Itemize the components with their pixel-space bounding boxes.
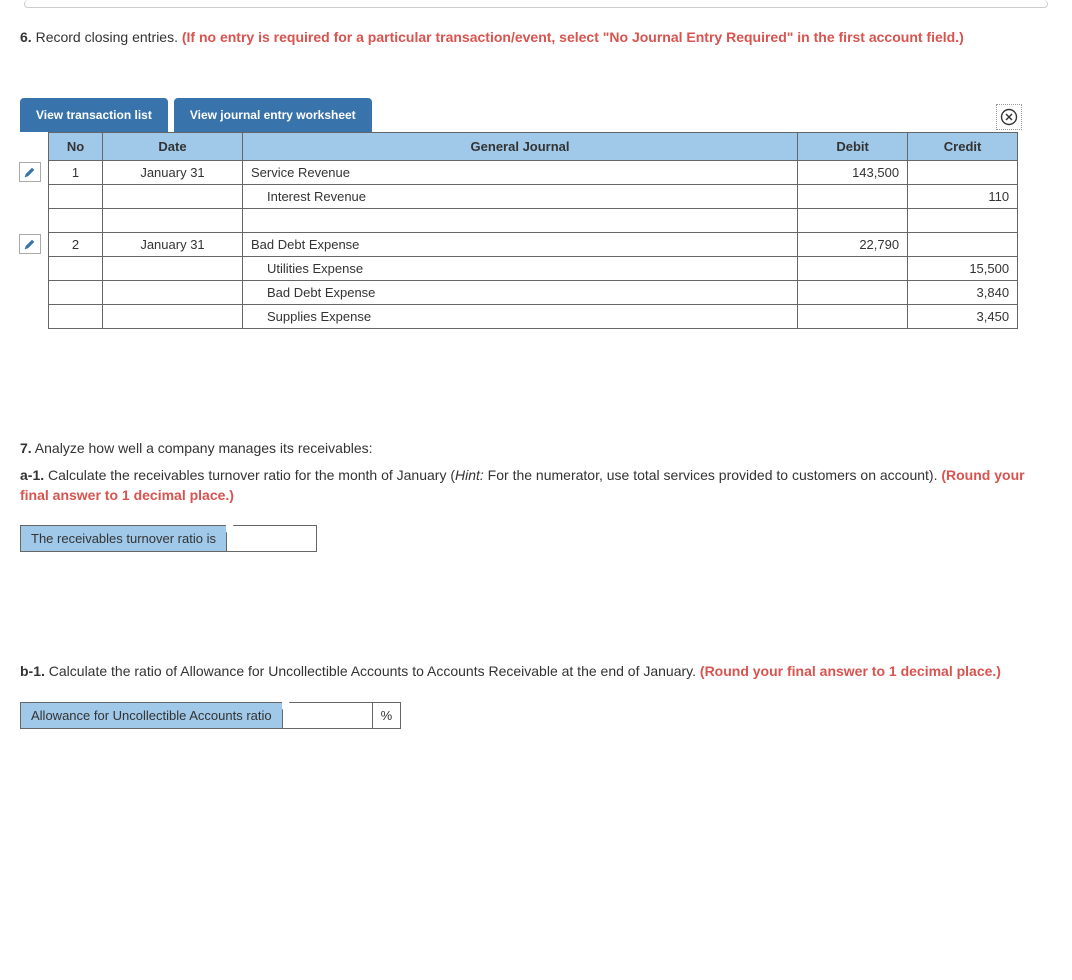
cell-general-journal[interactable]: Supplies Expense (243, 304, 798, 328)
view-transaction-list-button[interactable]: View transaction list (20, 98, 168, 132)
b1-answer-row: Allowance for Uncollectible Accounts rat… (20, 702, 401, 729)
cell-credit[interactable] (908, 232, 1018, 256)
cell-debit[interactable]: 22,790 (798, 232, 908, 256)
cell-date: January 31 (103, 160, 243, 184)
cell-no (49, 208, 103, 232)
question-b1-text: b-1. Calculate the ratio of Allowance fo… (20, 662, 1052, 682)
a1-post: For the numerator, use total services pr… (484, 467, 942, 483)
question-6-text: 6. Record closing entries. (If no entry … (20, 28, 1052, 48)
cell-credit[interactable]: 3,840 (908, 280, 1018, 304)
q6-red-instruction: (If no entry is required for a particula… (182, 29, 964, 45)
header-date: Date (103, 132, 243, 160)
cell-date (103, 184, 243, 208)
edit-row-button[interactable] (19, 234, 41, 254)
table-row: 2January 31Bad Debt Expense22,790 (49, 232, 1018, 256)
close-icon[interactable] (996, 104, 1022, 130)
cell-no (49, 304, 103, 328)
a1-label: a-1. (20, 467, 44, 483)
a1-answer-input[interactable] (227, 525, 317, 552)
b1-body: Calculate the ratio of Allowance for Unc… (45, 663, 700, 679)
table-row: 1January 31Service Revenue143,500 (49, 160, 1018, 184)
table-row: Interest Revenue 110 (49, 184, 1018, 208)
b1-answer-input[interactable] (283, 702, 373, 729)
journal-table: No Date General Journal Debit Credit 1Ja… (48, 132, 1018, 329)
header-debit: Debit (798, 132, 908, 160)
header-general-journal: General Journal (243, 132, 798, 160)
cell-no (49, 256, 103, 280)
question-a1-text: a-1. Calculate the receivables turnover … (20, 466, 1052, 505)
cell-credit[interactable] (908, 160, 1018, 184)
view-journal-entry-worksheet-button[interactable]: View journal entry worksheet (174, 98, 372, 132)
cell-credit[interactable] (908, 208, 1018, 232)
cell-date (103, 280, 243, 304)
cell-debit[interactable] (798, 208, 908, 232)
cell-credit[interactable]: 15,500 (908, 256, 1018, 280)
header-no: No (49, 132, 103, 160)
a1-answer-label: The receivables turnover ratio is (20, 525, 227, 552)
b1-label: b-1. (20, 663, 45, 679)
cell-no: 2 (49, 232, 103, 256)
cell-general-journal[interactable]: Service Revenue (243, 160, 798, 184)
cell-debit[interactable] (798, 304, 908, 328)
cell-date: January 31 (103, 232, 243, 256)
b1-answer-label: Allowance for Uncollectible Accounts rat… (20, 702, 283, 729)
q7-number: 7. (20, 440, 32, 456)
table-row: Bad Debt Expense 3,840 (49, 280, 1018, 304)
cell-debit[interactable] (798, 184, 908, 208)
cell-debit[interactable] (798, 280, 908, 304)
cell-no (49, 184, 103, 208)
tabs-row: View transaction list View journal entry… (20, 98, 1052, 132)
b1-unit: % (373, 702, 402, 729)
a1-pre: Calculate the receivables turnover ratio… (44, 467, 455, 483)
cell-date (103, 256, 243, 280)
edit-row-button[interactable] (19, 162, 41, 182)
a1-hint: Hint: (455, 467, 484, 483)
table-row (49, 208, 1018, 232)
cell-debit[interactable] (798, 256, 908, 280)
b1-round: (Round your final answer to 1 decimal pl… (700, 663, 1001, 679)
cell-general-journal[interactable]: Bad Debt Expense (243, 280, 798, 304)
top-panel-border (24, 0, 1048, 8)
cell-general-journal[interactable]: Bad Debt Expense (243, 232, 798, 256)
cell-no (49, 280, 103, 304)
cell-date (103, 304, 243, 328)
cell-debit[interactable]: 143,500 (798, 160, 908, 184)
header-credit: Credit (908, 132, 1018, 160)
q6-number: 6. (20, 29, 32, 45)
q7-body: Analyze how well a company manages its r… (32, 440, 373, 456)
a1-answer-row: The receivables turnover ratio is (20, 525, 317, 552)
cell-date (103, 208, 243, 232)
table-row: Utilities Expense 15,500 (49, 256, 1018, 280)
table-row: Supplies Expense 3,450 (49, 304, 1018, 328)
q6-lead: Record closing entries. (32, 29, 182, 45)
cell-no: 1 (49, 160, 103, 184)
cell-credit[interactable]: 110 (908, 184, 1018, 208)
cell-general-journal[interactable]: Utilities Expense (243, 256, 798, 280)
question-7-text: 7. Analyze how well a company manages it… (20, 439, 1052, 459)
cell-general-journal[interactable]: Interest Revenue (243, 184, 798, 208)
cell-general-journal[interactable] (243, 208, 798, 232)
cell-credit[interactable]: 3,450 (908, 304, 1018, 328)
